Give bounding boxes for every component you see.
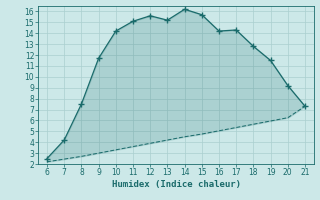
X-axis label: Humidex (Indice chaleur): Humidex (Indice chaleur) bbox=[111, 180, 241, 189]
